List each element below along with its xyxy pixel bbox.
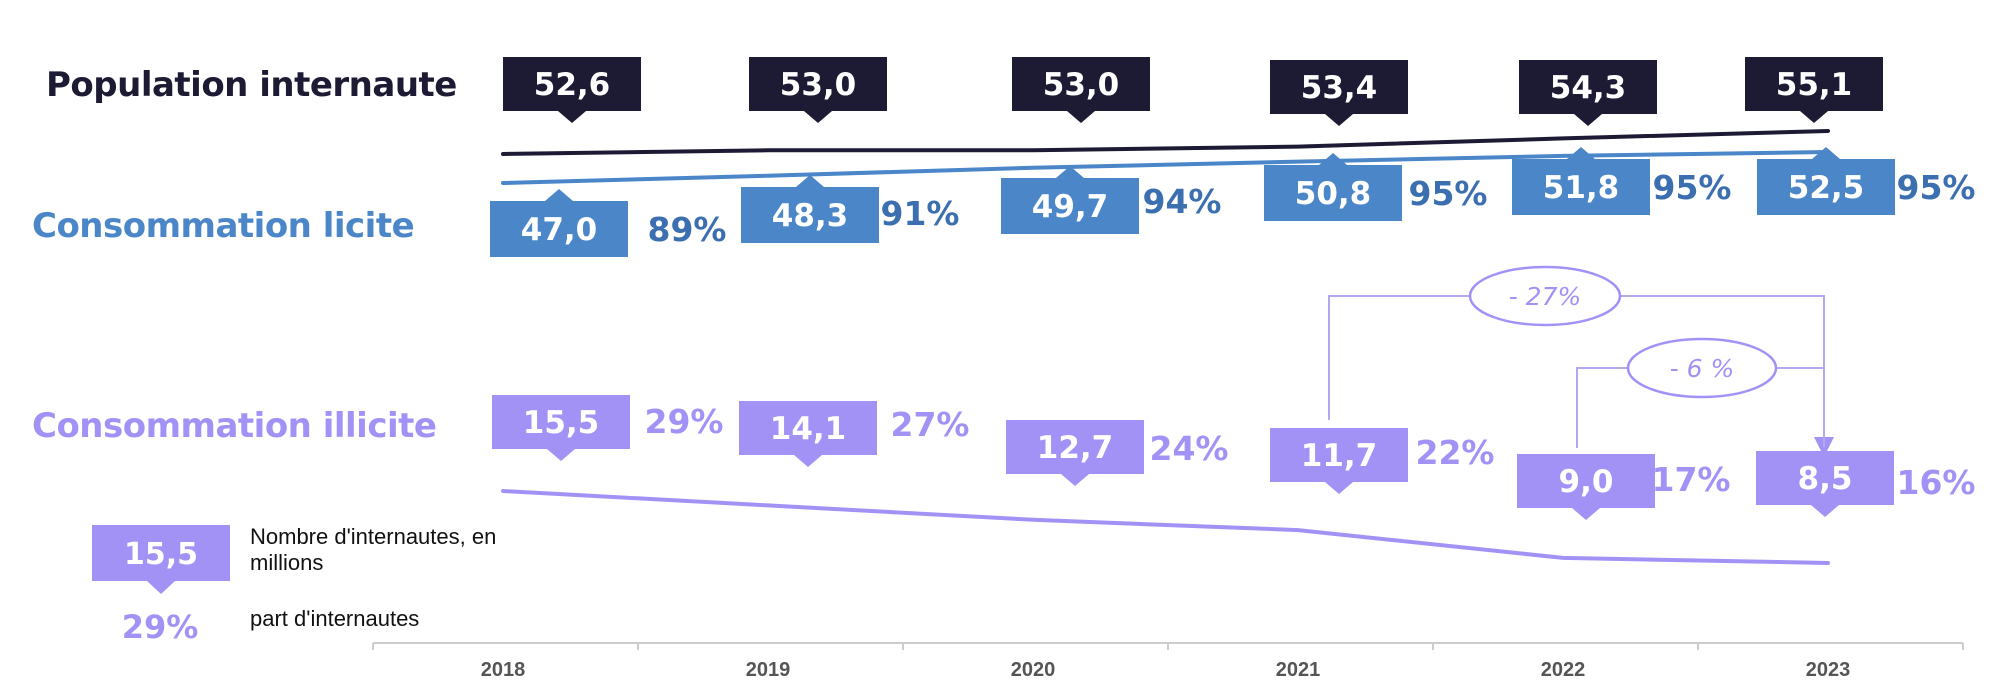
data-label: 55,1 — [1776, 67, 1853, 103]
callout-box — [1270, 428, 1408, 494]
x-tick-label: 2022 — [1541, 659, 1586, 681]
share-label: 29% — [645, 402, 724, 441]
callout-2-2020: 12,7 — [1006, 420, 1144, 486]
share-label: 89% — [648, 210, 727, 249]
callout-box — [1756, 451, 1894, 517]
annotation-oval — [1468, 265, 1622, 327]
value-callouts: 52,6 53,0 53,0 53,4 54,3 55,1 47,0 89% 48,3 91% 49… — [490, 57, 1976, 520]
data-label: 52,6 — [534, 67, 611, 103]
data-label: 48,3 — [772, 198, 849, 234]
callout-box — [1006, 420, 1144, 486]
share-label: 94% — [1143, 182, 1222, 221]
annotation-oval — [1626, 337, 1778, 399]
series-line-0 — [501, 129, 1830, 156]
series-line-2 — [501, 489, 1830, 565]
share-label: 17% — [1652, 460, 1731, 499]
data-label: 53,4 — [1301, 70, 1378, 106]
data-label: 47,0 — [521, 212, 598, 248]
annotation-1: - 6 % — [1576, 337, 1825, 448]
data-label: 9,0 — [1559, 464, 1614, 500]
callout-2-2022: 9,0 — [1517, 454, 1655, 520]
x-tick-label: 2023 — [1806, 659, 1851, 681]
x-tick-label: 2019 — [746, 659, 791, 681]
data-label: 52,5 — [1788, 170, 1865, 206]
callout-2-2018: 15,5 — [492, 395, 630, 461]
callout-box — [492, 395, 630, 461]
share-label: 24% — [1150, 429, 1229, 468]
legend-sample-value: 15,5 — [124, 537, 198, 572]
callout-box — [1745, 57, 1883, 123]
callout-2-2019: 14,1 — [739, 401, 877, 467]
legend: 15,5 Nombre d'internautes, en millions 2… — [92, 524, 496, 646]
callout-box — [490, 189, 628, 257]
callout-1-2022: 51,8 — [1512, 147, 1650, 215]
share-label: 95% — [1409, 174, 1488, 213]
callout-0-2022: 54,3 — [1519, 60, 1657, 126]
legend-pct-label: part d'internautes — [250, 606, 419, 631]
share-label: 16% — [1897, 463, 1976, 502]
share-label: 95% — [1897, 168, 1976, 207]
share-label: 95% — [1653, 168, 1732, 207]
callout-2-2023: 8,5 — [1756, 451, 1894, 517]
data-label: 49,7 — [1032, 189, 1109, 225]
callout-0-2018: 52,6 — [503, 57, 641, 123]
data-label: 12,7 — [1037, 430, 1114, 466]
x-tick-label: 2021 — [1276, 659, 1321, 681]
x-tick-label: 2018 — [481, 659, 526, 681]
annotations: - 27% - 6 % — [1328, 265, 1834, 457]
data-label: 14,1 — [770, 411, 847, 447]
row-title-licite: Consommation licite — [32, 206, 414, 246]
legend-sample-callout: 15,5 — [92, 525, 230, 594]
data-label: 54,3 — [1550, 70, 1627, 106]
data-label: 11,7 — [1301, 438, 1378, 474]
legend-value-label-line2: millions — [250, 550, 323, 575]
share-label: 27% — [891, 405, 970, 444]
x-tick-label: 2020 — [1011, 659, 1056, 681]
callout-box — [1757, 147, 1895, 215]
callout-1-2019: 48,3 — [741, 175, 879, 243]
callout-box — [1264, 153, 1402, 221]
callout-box — [1519, 60, 1657, 126]
callout-1-2023: 52,5 — [1757, 147, 1895, 215]
legend-sample-pct: 29% — [122, 608, 199, 646]
data-label: 50,8 — [1295, 176, 1372, 212]
callout-box — [1001, 166, 1139, 234]
callout-0-2019: 53,0 — [749, 57, 887, 123]
series-line-1 — [501, 150, 1830, 185]
share-label: 91% — [881, 194, 960, 233]
data-label: 53,0 — [780, 67, 857, 103]
callout-0-2023: 55,1 — [1745, 57, 1883, 123]
share-label: 22% — [1416, 433, 1495, 472]
callout-1-2021: 50,8 — [1264, 153, 1402, 221]
callout-box — [749, 57, 887, 123]
callout-box — [1270, 60, 1408, 126]
callout-box — [1517, 454, 1655, 520]
trend-lines — [501, 129, 1830, 565]
data-label: 53,0 — [1043, 67, 1120, 103]
annotation-label: - 27% — [1509, 282, 1582, 311]
callout-box — [741, 175, 879, 243]
x-axis: 2018 2019 2020 2021 2022 2023 — [372, 642, 1964, 681]
data-label: 15,5 — [523, 405, 600, 441]
callout-0-2021: 53,4 — [1270, 60, 1408, 126]
callout-box — [1012, 57, 1150, 123]
row-title-population: Population internaute — [46, 65, 457, 105]
data-label: 51,8 — [1543, 170, 1620, 206]
legend-value-label-line1: Nombre d'internautes, en — [250, 524, 496, 549]
callout-box — [739, 401, 877, 467]
callout-1-2018: 47,0 — [490, 189, 628, 257]
callout-box — [1512, 147, 1650, 215]
callout-2-2021: 11,7 — [1270, 428, 1408, 494]
callout-0-2020: 53,0 — [1012, 57, 1150, 123]
row-title-illicite: Consommation illicite — [32, 406, 436, 446]
callout-1-2020: 49,7 — [1001, 166, 1139, 234]
data-label: 8,5 — [1798, 461, 1853, 497]
callout-box — [503, 57, 641, 123]
annotation-label: - 6 % — [1670, 354, 1735, 383]
